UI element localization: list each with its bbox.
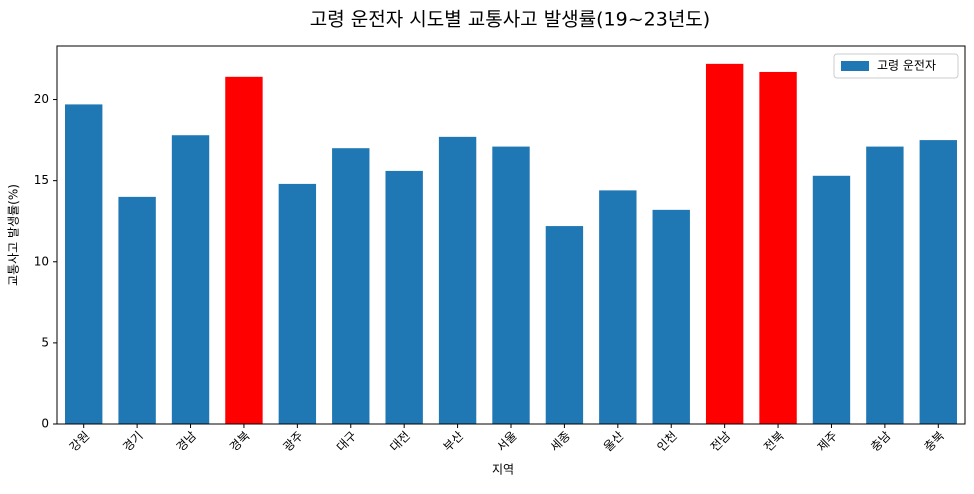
x-tick-label: 부산: [441, 429, 467, 455]
y-axis-label: 교통사고 발생률(%): [7, 184, 21, 286]
bar: [812, 175, 851, 424]
bar: [492, 146, 530, 425]
x-tick-label: 세종: [547, 429, 573, 455]
bar: [171, 135, 210, 424]
legend-box: [833, 53, 959, 79]
legend-label: 고령 운전자: [877, 59, 936, 73]
y-tick-label: 20: [34, 92, 49, 106]
x-tick-label: 전북: [761, 429, 787, 455]
bar: [866, 146, 904, 425]
bar: [65, 104, 103, 424]
x-tick-label: 대구: [334, 429, 360, 455]
x-tick-label: 울산: [601, 429, 627, 455]
bar: [919, 140, 957, 424]
x-tick-label: 경기: [120, 429, 146, 455]
x-tick-label: 광주: [280, 429, 306, 455]
y-tick-label: 15: [34, 173, 49, 187]
x-tick-label: 강원: [67, 429, 93, 455]
x-tick-label: 제주: [815, 429, 841, 455]
x-axis-label: 지역: [492, 463, 514, 477]
bar: [118, 196, 156, 424]
x-tick-label: 인천: [654, 428, 680, 454]
x-tick-label: 대전: [387, 429, 413, 455]
x-tick-label: 전남: [708, 429, 734, 455]
plot-frame: [56, 45, 966, 425]
x-tick-label: 충북: [921, 429, 947, 455]
bar: [438, 136, 477, 424]
x-tick-label: 경남: [174, 429, 200, 455]
x-tick-label: 경북: [227, 429, 253, 455]
y-tick-label: 5: [41, 335, 49, 349]
bar: [225, 76, 263, 424]
bar: [332, 148, 370, 425]
bar: [652, 209, 690, 424]
bar: [385, 170, 423, 424]
legend-swatch: [841, 61, 869, 71]
bar: [705, 63, 744, 425]
x-tick-label: 충남: [868, 429, 894, 455]
bar: [278, 183, 317, 424]
bar: [759, 71, 797, 424]
y-tick-label: 10: [34, 254, 49, 268]
x-tick-label: 서울: [494, 429, 520, 455]
chart-title: 고령 운전자 시도별 교통사고 발생률(19~23년도): [310, 9, 710, 31]
bar: [599, 190, 637, 424]
y-tick-label: 0: [41, 417, 49, 431]
bar: [545, 226, 584, 424]
